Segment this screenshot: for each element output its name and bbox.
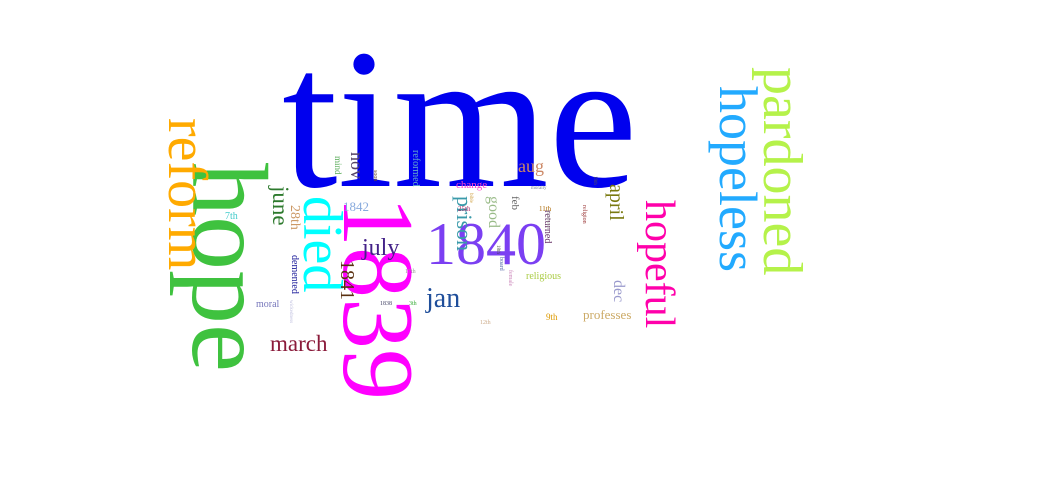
word-11th: 11th [539, 205, 552, 213]
word-morally: morally [531, 186, 547, 191]
word-19th: 19th [592, 176, 597, 185]
word-reformed: reformed [410, 150, 421, 187]
word-disabuses: disabuses [545, 210, 550, 230]
word-18th: 18th [495, 245, 500, 254]
word-28th: 28th [287, 205, 302, 230]
word-soon: soon [372, 170, 378, 182]
word-dec: dec [610, 280, 627, 303]
word-aug: aug [518, 156, 544, 176]
word-july: july [362, 235, 400, 261]
word-board: board [498, 257, 504, 271]
word-1838: 1838 [380, 301, 392, 307]
word-7th: 7th [225, 211, 238, 222]
word-bible: bible [468, 193, 473, 203]
word-religious: religious [526, 271, 561, 282]
word-jan: jan [426, 283, 461, 314]
word-female: female [507, 270, 513, 287]
word-time: time [282, 9, 638, 230]
word-hopeless: hopeless [708, 86, 768, 272]
word-change: change [456, 179, 488, 191]
word-1841: 1841 [336, 260, 358, 300]
word-25th: 25th [458, 205, 471, 213]
word-religion: religion [581, 205, 587, 224]
word-nov: nov [347, 152, 367, 179]
word-1842: 1842 [343, 199, 369, 214]
word-mind: mind [333, 156, 343, 175]
word-moral: moral [256, 299, 280, 310]
word-demented: demented [289, 255, 300, 294]
word-3th: 3th [409, 301, 417, 307]
word-professes: professes [583, 307, 632, 322]
word-17th: 17th [405, 269, 416, 275]
word-1840: 1840 [426, 211, 546, 277]
word-reform: reform [156, 118, 218, 271]
word-good: good [485, 196, 502, 228]
word-12th: 12th [480, 320, 491, 326]
word-hopeful: hopeful [636, 200, 682, 329]
word-feb: feb [509, 196, 521, 211]
word-wickedness: wickedness [288, 300, 293, 324]
word-9th: 9th [546, 312, 558, 322]
word-march: march [270, 331, 328, 356]
word-april: april [605, 184, 627, 221]
